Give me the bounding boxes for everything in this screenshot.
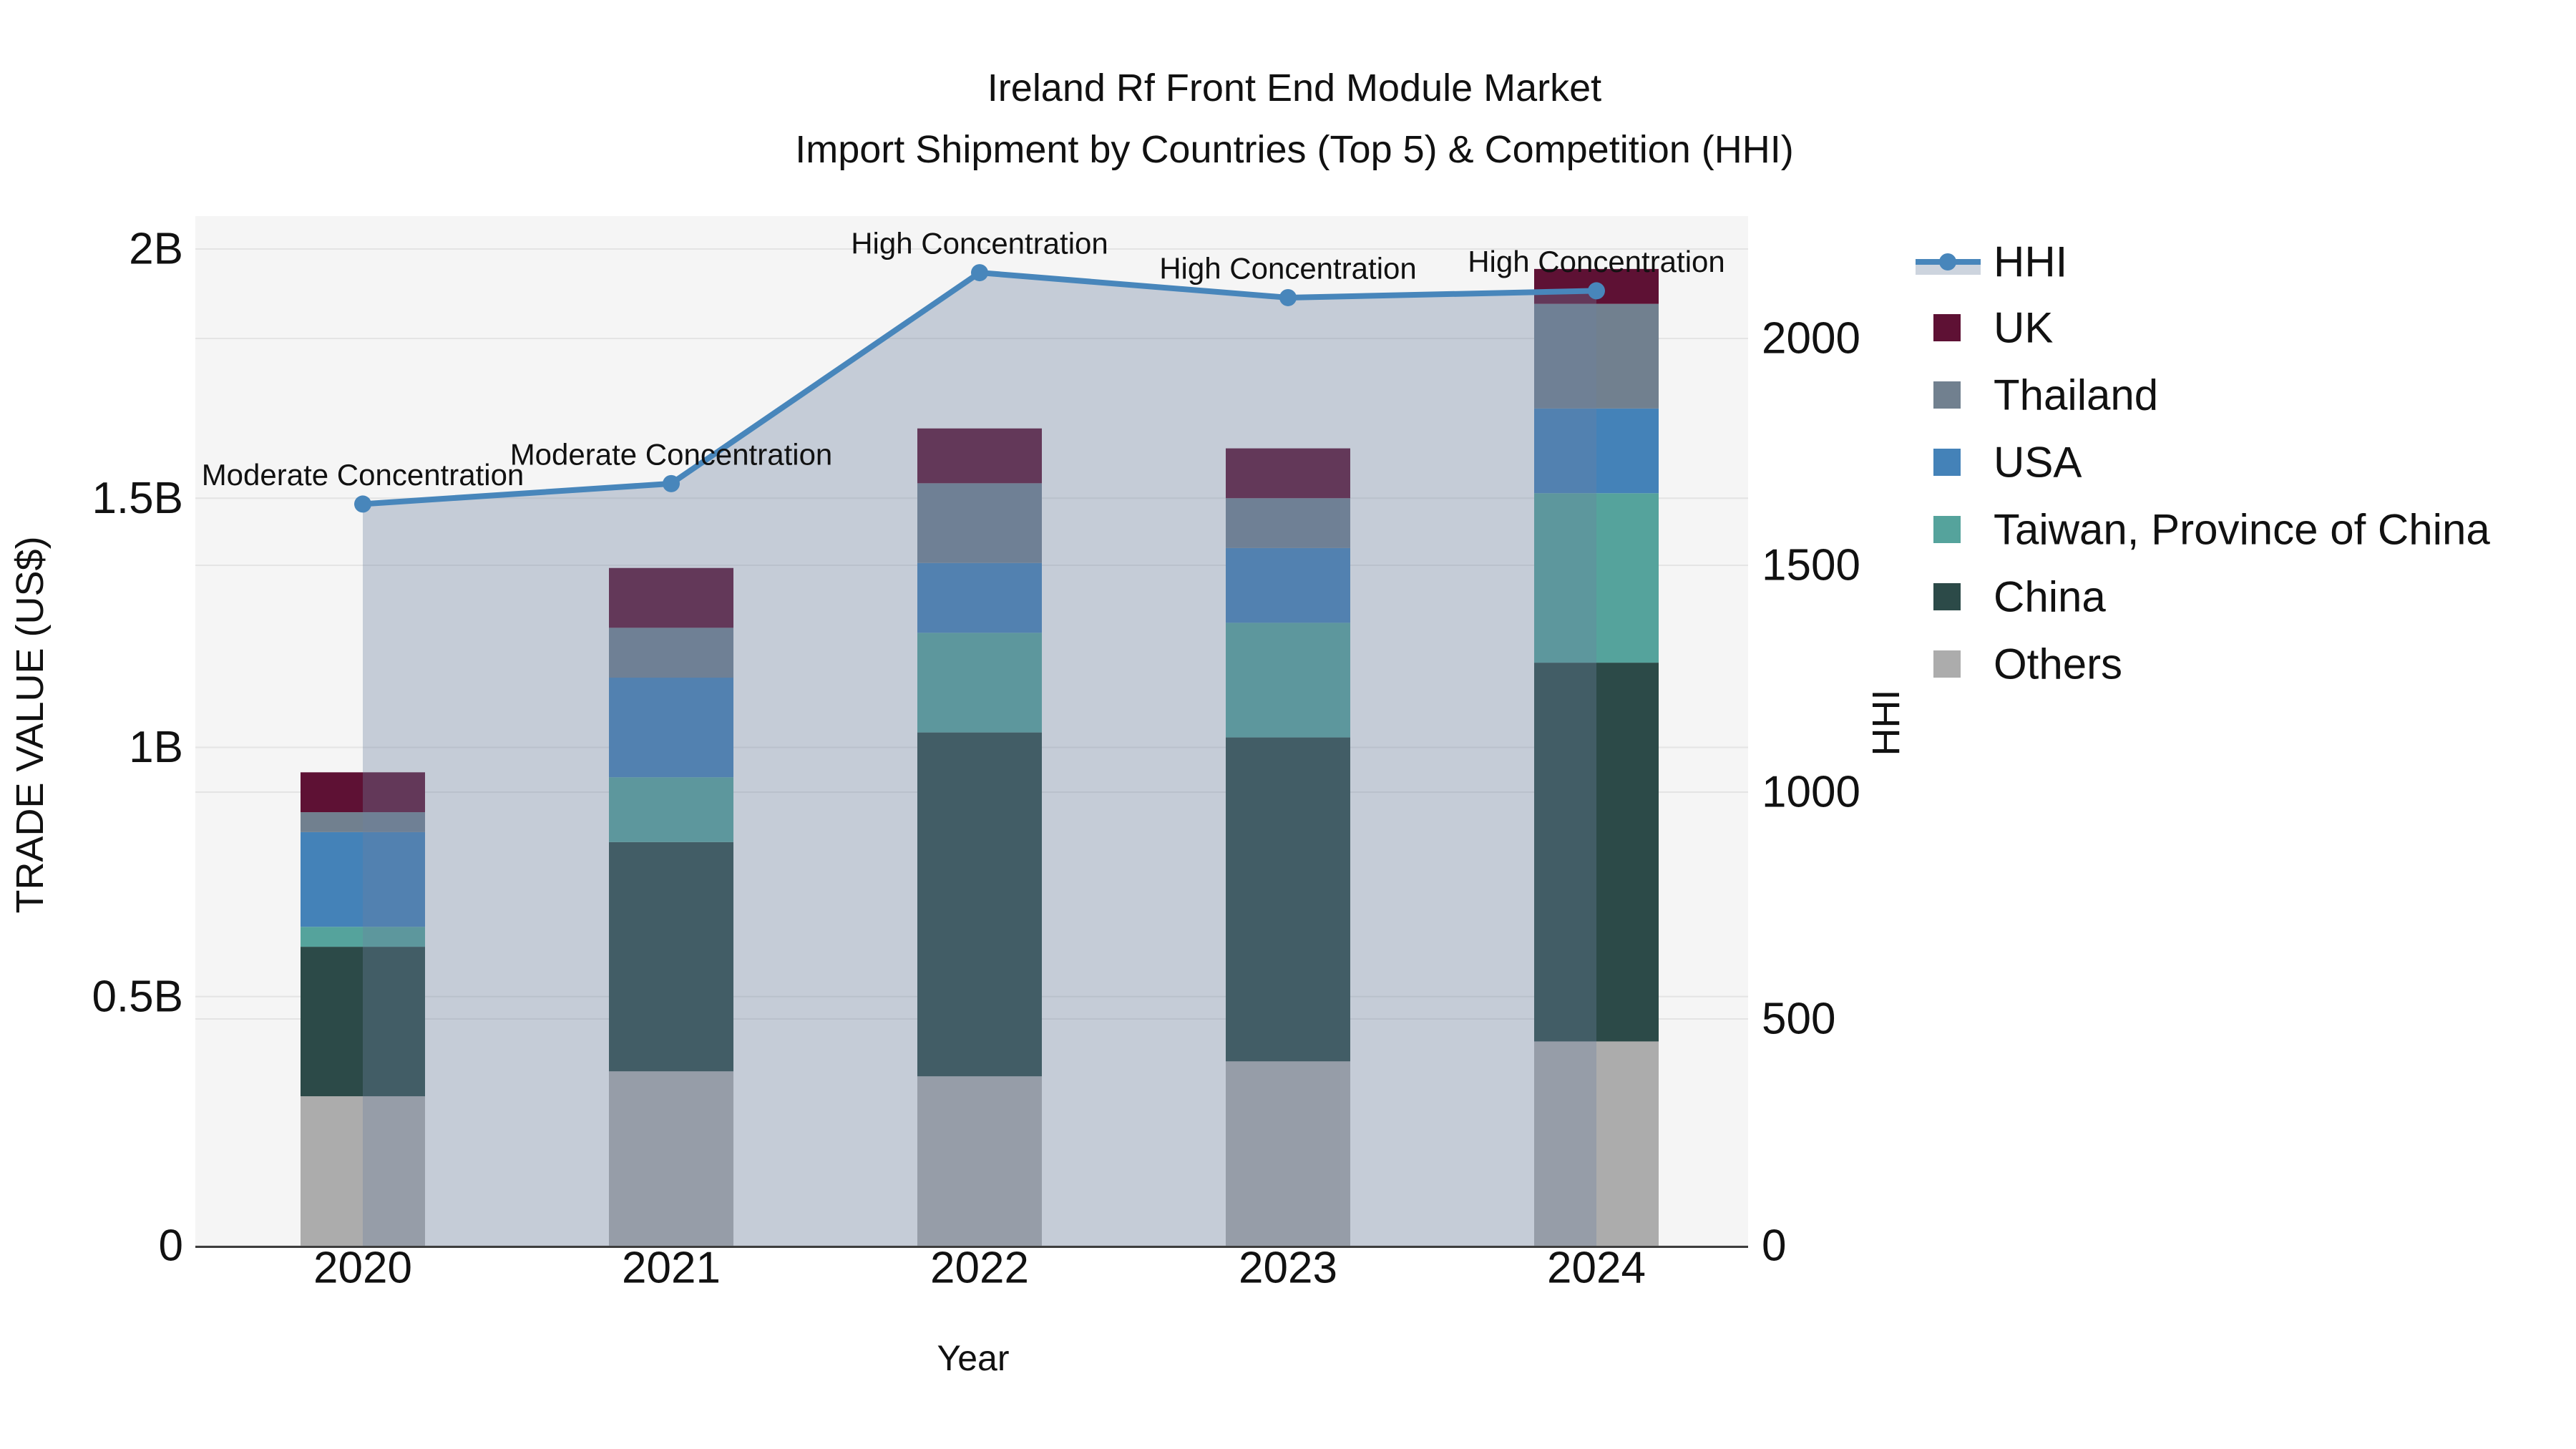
hhi-marker-2023[interactable] <box>1279 288 1297 306</box>
legend-item-usa[interactable]: USA <box>1933 439 2082 487</box>
legend-item-others[interactable]: Others <box>1933 640 2122 688</box>
bar-segment-uk-2021[interactable] <box>609 567 733 628</box>
bar-segment-taiwan-province-of-china-2021[interactable] <box>609 777 733 842</box>
y-right-tick-label: 1500 <box>1762 541 1860 590</box>
legend-item-thailand[interactable]: Thailand <box>1933 371 2158 419</box>
legend-label-thailand: Thailand <box>1994 371 2158 419</box>
y-right-tick-label: 2000 <box>1762 314 1860 364</box>
y-left-tick-label: 1B <box>129 723 183 772</box>
y-right-tick-label: 500 <box>1762 995 1835 1044</box>
bar-segment-china-2020[interactable] <box>301 947 425 1097</box>
legend-hhi-marker <box>1939 253 1956 270</box>
legend-swatch-uk <box>1933 314 1961 341</box>
legend-label-china: China <box>1994 573 2106 621</box>
legend-item-taiwan-province-of-china[interactable]: Taiwan, Province of China <box>1933 506 2490 554</box>
legend-swatch-china <box>1933 583 1961 610</box>
bar-segment-taiwan-province-of-china-2024[interactable] <box>1534 493 1659 663</box>
y-right-tick-label: 1000 <box>1762 768 1860 817</box>
annotation-2022: High Concentration <box>851 227 1108 260</box>
bar-segment-thailand-2020[interactable] <box>301 812 425 832</box>
legend-label-others: Others <box>1994 640 2122 688</box>
y-axis-right-title: HHI <box>1865 690 1908 756</box>
bar-segment-others-2024[interactable] <box>1534 1041 1659 1246</box>
bar-segment-china-2021[interactable] <box>609 841 733 1072</box>
bar-segment-china-2023[interactable] <box>1226 737 1350 1062</box>
y-left-tick-label: 0.5B <box>92 972 183 1021</box>
y-left-tick-label: 0 <box>159 1221 183 1271</box>
legend-label-taiwan-province-of-china: Taiwan, Province of China <box>1994 506 2490 554</box>
x-axis-title: Year <box>937 1338 1009 1378</box>
x-tick-label-2020: 2020 <box>313 1244 412 1293</box>
bar-segment-others-2023[interactable] <box>1226 1061 1350 1246</box>
y-left-tick-label: 1.5B <box>92 474 183 523</box>
bar-segment-usa-2020[interactable] <box>301 831 425 927</box>
bar-segment-china-2022[interactable] <box>917 732 1042 1077</box>
bar-segment-china-2024[interactable] <box>1534 663 1659 1042</box>
bar-segment-thailand-2022[interactable] <box>917 483 1042 563</box>
bar-segment-usa-2023[interactable] <box>1226 547 1350 623</box>
legend-item-china[interactable]: China <box>1933 573 2106 621</box>
annotation-2020: Moderate Concentration <box>202 458 525 492</box>
bar-segment-uk-2020[interactable] <box>301 772 425 813</box>
legend-label-uk: UK <box>1994 304 2053 352</box>
legend-label-usa: USA <box>1994 439 2082 487</box>
x-tick-label-2024: 2024 <box>1547 1244 1646 1293</box>
legend-item-uk[interactable]: UK <box>1933 304 2053 352</box>
legend-swatch-usa <box>1933 449 1961 476</box>
hhi-area-fill <box>363 273 1596 1246</box>
x-tick-label-2021: 2021 <box>622 1244 721 1293</box>
bar-segment-taiwan-province-of-china-2022[interactable] <box>917 633 1042 733</box>
bar-segment-uk-2023[interactable] <box>1226 448 1350 499</box>
bar-segment-others-2022[interactable] <box>917 1076 1042 1246</box>
y-left-tick-label: 2B <box>129 225 183 274</box>
bar-segment-thailand-2024[interactable] <box>1534 303 1659 409</box>
bar-segment-thailand-2021[interactable] <box>609 628 733 678</box>
legend-swatch-thailand <box>1933 381 1961 409</box>
y-right-tick-label: 0 <box>1762 1221 1786 1271</box>
bar-segment-others-2021[interactable] <box>609 1071 733 1246</box>
legend-swatch-taiwan-province-of-china <box>1933 516 1961 543</box>
bar-segment-taiwan-province-of-china-2023[interactable] <box>1226 623 1350 738</box>
x-tick-label-2022: 2022 <box>930 1244 1029 1293</box>
legend-label-hhi: HHI <box>1994 238 2067 286</box>
bar-segment-usa-2022[interactable] <box>917 562 1042 633</box>
bar-segment-usa-2021[interactable] <box>609 677 733 778</box>
annotation-2021: Moderate Concentration <box>510 437 833 471</box>
bar-segment-taiwan-province-of-china-2020[interactable] <box>301 927 425 947</box>
hhi-marker-2020[interactable] <box>354 495 371 513</box>
bar-segment-usa-2024[interactable] <box>1534 408 1659 494</box>
annotation-2024: High Concentration <box>1468 245 1725 278</box>
bar-segment-others-2020[interactable] <box>301 1096 425 1246</box>
chart-title-line2: Import Shipment by Countries (Top 5) & C… <box>795 128 1794 171</box>
hhi-marker-2024[interactable] <box>1588 282 1605 300</box>
hhi-marker-2022[interactable] <box>971 264 988 282</box>
annotation-2023: High Concentration <box>1159 251 1417 285</box>
x-tick-label-2023: 2023 <box>1239 1244 1337 1293</box>
hhi-marker-2021[interactable] <box>663 474 680 492</box>
y-axis-left-title: TRADE VALUE (US$) <box>9 536 52 913</box>
legend-item-hhi[interactable]: HHI <box>1916 238 2067 286</box>
bar-segment-thailand-2023[interactable] <box>1226 498 1350 548</box>
legend-swatch-others <box>1933 650 1961 678</box>
chart-title-line1: Ireland Rf Front End Module Market <box>987 67 1601 109</box>
bar-segment-uk-2022[interactable] <box>917 428 1042 484</box>
